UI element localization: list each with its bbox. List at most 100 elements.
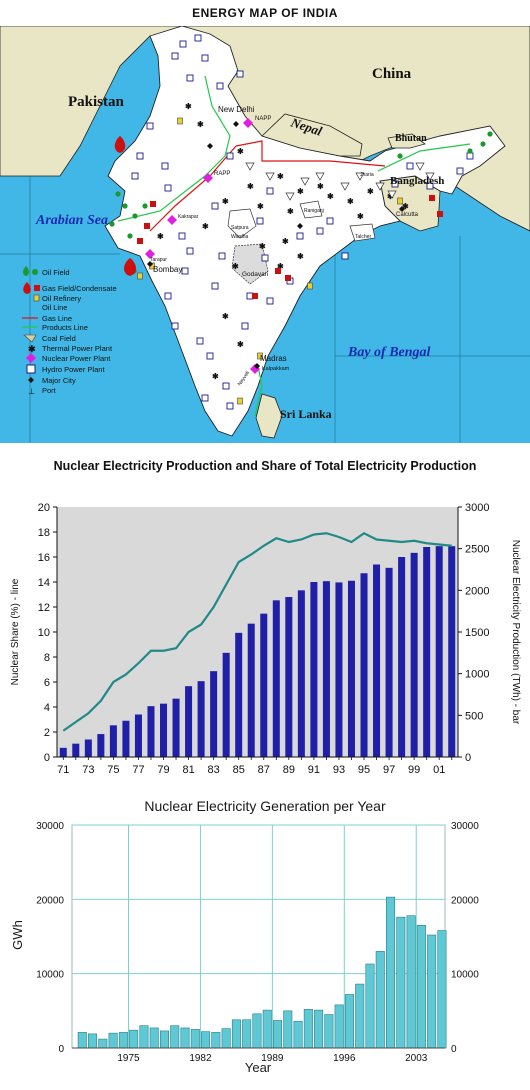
chart1-canvas: Nuclear Share (%) - line Nuclear Electri… <box>10 502 521 776</box>
hydro-plant-icon <box>164 292 172 300</box>
legend-label: Oil Field <box>42 268 70 277</box>
chart2-bar <box>129 1029 139 1049</box>
chart1-bar <box>297 590 305 757</box>
place-label-satpura: Satpura <box>231 225 249 231</box>
gas-field-icon <box>114 136 126 153</box>
chart1-bar <box>347 580 355 757</box>
place-label-wardha: Wardha <box>231 234 249 240</box>
oil-field-icon <box>467 148 473 154</box>
oil-field-icon <box>122 203 128 209</box>
nuclear-generation-chart: Nuclear Electricity Generation per Year … <box>0 795 530 1090</box>
nuclear-share-chart: Nuclear Electricity Production and Share… <box>0 450 530 795</box>
chart2-bar <box>190 1029 200 1049</box>
thermal-plant-icon: ✱ <box>212 372 219 381</box>
chart1-bar <box>322 581 330 757</box>
bhutan-land <box>387 133 426 149</box>
hydro-plant-icon <box>136 152 144 160</box>
hydro-plant-icon <box>194 34 202 42</box>
coal-field-icon <box>375 182 385 191</box>
major-city-icon <box>254 363 260 369</box>
chart2-left-tick-label: 10000 <box>36 970 64 981</box>
hydro-plant-icon <box>206 352 214 360</box>
coal-field-icon <box>299 200 323 219</box>
hydro-plant-icon <box>266 187 274 195</box>
major-city-icon <box>233 121 239 127</box>
chart1-left-tick-label: 18 <box>38 527 50 539</box>
gas-field-icon <box>285 275 291 281</box>
map-title: ENERGY MAP OF INDIA <box>192 6 338 20</box>
legend-item: Hydro Power Plant <box>26 364 105 374</box>
chart1-bar <box>260 613 268 757</box>
chart1-left-tick-label: 8 <box>44 652 50 664</box>
chart2-bar <box>303 1009 313 1049</box>
oil-field-icon <box>109 221 115 227</box>
oil-field-icon <box>397 153 403 159</box>
coal-field-icon <box>415 162 425 171</box>
chart1-bar <box>360 573 368 757</box>
hydro-plant-icon <box>466 152 474 160</box>
chart1-left-tick-label: 16 <box>38 552 50 564</box>
chart2-bar <box>170 1025 180 1049</box>
region-label-bangladesh: Bangladesh <box>390 175 444 187</box>
chart2-right-tick-label: 20000 <box>451 895 479 906</box>
chart2-bar <box>231 1019 241 1049</box>
chart2-xlabel: Year <box>245 1060 272 1075</box>
chart1-bar <box>172 698 180 757</box>
chart1-bar <box>272 600 280 757</box>
legend-label: Thermal Power Plant <box>42 344 113 353</box>
hydro-plant-icon <box>406 162 414 170</box>
coal-field-icon <box>340 182 350 191</box>
legend-item: Oil Field <box>23 266 70 277</box>
hydro-plant-icon <box>226 152 234 160</box>
hydro-plant-icon <box>196 337 204 345</box>
thermal-plant-icon: ✱ <box>237 147 244 156</box>
hydro-plant-icon <box>171 52 179 60</box>
oil-refinery-icon <box>137 272 143 280</box>
chart1-x-tick-label: 73 <box>82 764 94 776</box>
thermal-plant-icon: ✱ <box>222 197 229 206</box>
legend-label: Products Line <box>42 323 88 332</box>
city-label-bombay: Bombay <box>153 265 182 274</box>
chart1-plot-area <box>57 507 458 757</box>
chart2-bar <box>314 1009 324 1049</box>
thermal-plant-icon: ✱ <box>259 242 266 251</box>
chart1-x-tick-label: 01 <box>433 764 445 776</box>
chart2-bar <box>437 930 447 1049</box>
thermal-plant-icon: ✱ <box>297 252 304 261</box>
oil-refinery-icon <box>33 294 40 302</box>
major-city-icon <box>207 143 213 149</box>
chart2-bar <box>396 916 406 1049</box>
region-label-sri-lanka: Sri Lanka <box>280 407 332 421</box>
major-city-icon <box>399 206 405 212</box>
nepal-land <box>261 113 363 157</box>
hydro-plant-icon <box>216 82 224 90</box>
gas-field-icon <box>23 282 31 294</box>
chart1-left-tick-label: 12 <box>38 602 50 614</box>
chart1-share-line <box>62 531 452 732</box>
thermal-plant-icon: ✱ <box>247 182 254 191</box>
oil-field-icon <box>142 203 148 209</box>
chart2-x-tick-label: 2003 <box>405 1053 428 1064</box>
coal-field-icon <box>245 162 255 171</box>
chart1-left-tick-label: 0 <box>44 752 50 764</box>
place-label-talcher: Talcher <box>355 234 371 240</box>
chart2-x-tick-label: 1975 <box>117 1053 140 1064</box>
nuclear-plant-tarapur <box>145 249 155 259</box>
chart1-left-tick-label: 2 <box>44 727 50 739</box>
chart1-bar <box>185 686 193 757</box>
chart2-canvas: GWh Year 0 0 10000 10000 20000 20000 30000 3000… <box>10 821 479 1075</box>
chart1-bar <box>373 564 381 757</box>
sri-lanka-land <box>255 393 283 439</box>
hydro-plant-icon <box>222 382 230 390</box>
legend-label: Major City <box>42 376 76 385</box>
chart1-right-tick-label: 500 <box>465 710 483 722</box>
chart2-bar <box>262 1009 272 1049</box>
chart2-bar <box>293 1020 303 1049</box>
hydro-plant-icon <box>178 232 186 240</box>
coal-field-icon <box>227 208 257 239</box>
chart1-bar <box>97 734 105 757</box>
oil-refinery-icon <box>177 117 183 125</box>
chart2-left-tick-label: 20000 <box>36 895 64 906</box>
chart1-x-tick-label: 97 <box>383 764 395 776</box>
chart1-x-tick-label: 87 <box>258 764 270 776</box>
